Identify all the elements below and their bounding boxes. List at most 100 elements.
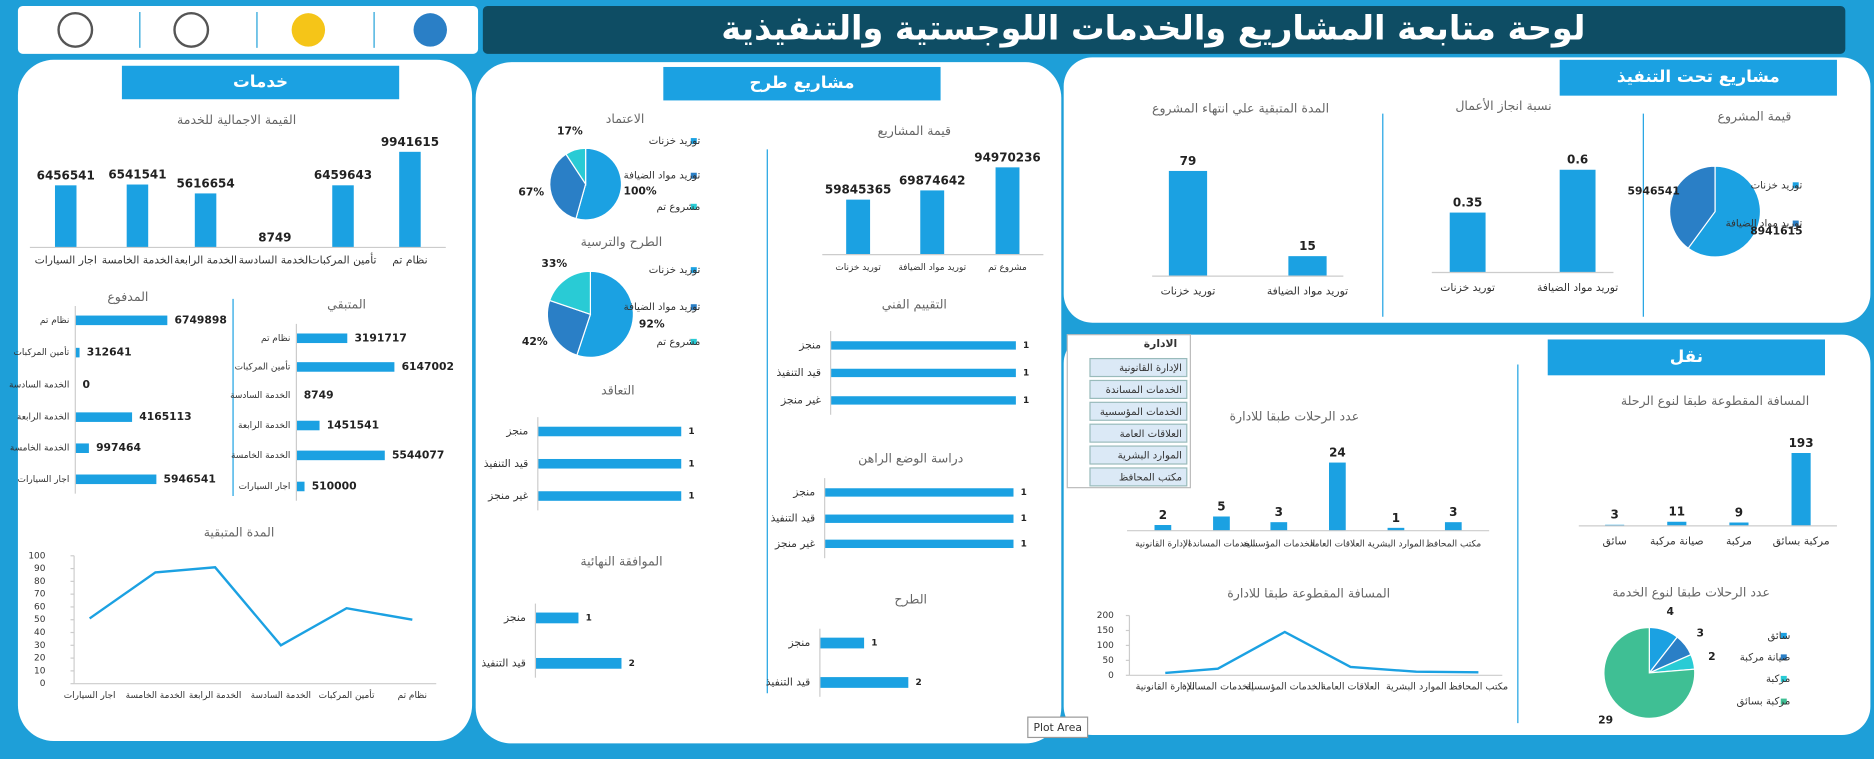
- panel-heading: [1559, 59, 1837, 96]
- slicer-button[interactable]: [1089, 445, 1188, 465]
- y-tick-label: 100: [28, 551, 45, 561]
- bar: [332, 185, 354, 248]
- chart-title: المسافة المقطوعة طبقا للادارة: [1227, 586, 1390, 602]
- chart-title: المسافة المقطوعة طبقا لنوع الرحلة: [1621, 393, 1809, 409]
- bar: [830, 368, 1016, 378]
- bar: [194, 193, 217, 248]
- data-label: 1: [871, 639, 877, 649]
- bar: [75, 474, 157, 485]
- data-label: 94970236: [974, 150, 1040, 164]
- slicer-button[interactable]: [1089, 467, 1188, 487]
- data-label: 4165113: [139, 410, 191, 423]
- y-tick-label: الخدمة السادسة: [9, 380, 69, 390]
- legend-swatch: [690, 172, 697, 179]
- x-tick-label: مركبة: [1726, 534, 1752, 547]
- pie-slice: [1687, 165, 1762, 258]
- bar: [1387, 527, 1405, 531]
- bar: [1168, 170, 1208, 277]
- y-tick-label: قيد التنفيذ: [766, 675, 811, 688]
- slicer-button[interactable]: [1089, 357, 1188, 378]
- data-label: 2: [1708, 650, 1715, 663]
- y-tick-label: منجز: [787, 636, 810, 649]
- x-tick-label: توريد مواد الضيافة: [1537, 281, 1618, 294]
- slicer-item[interactable]: العلاقات العامة: [1120, 429, 1182, 440]
- chart-title: عدد الرحلات طبقا لنوع الخدمة: [1612, 584, 1770, 600]
- data-label: 1: [1392, 511, 1400, 525]
- bar: [75, 412, 133, 422]
- y-tick-label: 10: [34, 666, 46, 676]
- data-label: 9941615: [381, 135, 439, 149]
- panel-heading: [663, 66, 941, 101]
- legend-swatch: [690, 304, 697, 311]
- data-label: 6456541: [37, 168, 95, 182]
- y-tick-label: قيد التنفيذ: [484, 457, 529, 470]
- bar: [296, 481, 305, 492]
- chart-title: قيمة المشروع: [1718, 109, 1792, 125]
- panel: [1063, 57, 1871, 323]
- bar: [1213, 516, 1230, 531]
- bar: [296, 450, 385, 461]
- bar: [1444, 522, 1462, 531]
- data-label: 5544077: [392, 448, 444, 461]
- y-tick-label: 70: [34, 590, 46, 600]
- y-tick-label: قيد التنفيذ: [771, 512, 816, 525]
- x-tick-label: الخدمات المؤسسية: [1243, 539, 1316, 549]
- bar: [399, 151, 421, 248]
- x-tick-label: العلاقات العامة: [1310, 539, 1365, 549]
- tooltip-text: Plot Area: [1033, 721, 1081, 734]
- data-label: 0: [82, 378, 89, 391]
- title-bar: [482, 6, 1846, 54]
- data-label: 1: [688, 492, 694, 502]
- dashboard-title: لوحة متابعة المشاريع والخدمات اللوجستية …: [721, 8, 1585, 48]
- slicer-button[interactable]: [1089, 379, 1188, 399]
- y-tick-label: نظام تم: [40, 316, 69, 326]
- chart-title: الاعتماد: [606, 111, 645, 126]
- data-label: 1451541: [327, 419, 379, 432]
- data-label: 2: [915, 678, 921, 688]
- x-tick-label: مركبة بسائق: [1773, 534, 1830, 547]
- bar: [296, 333, 348, 344]
- pie-slice: [549, 153, 587, 220]
- data-label: 4: [1667, 605, 1674, 618]
- legend-label: مشروع تم: [657, 202, 701, 213]
- data-label: 1: [586, 613, 592, 623]
- x-tick-label: نظام تم: [398, 691, 427, 701]
- data-label: 69874642: [899, 173, 965, 187]
- data-label: 67%: [518, 186, 544, 199]
- legend-label: سائق: [1767, 631, 1790, 642]
- slicer-button[interactable]: [1089, 401, 1188, 421]
- x-tick-label: اجار السيارات: [35, 254, 97, 267]
- slicer-item[interactable]: مكتب المحافظ: [1119, 473, 1182, 484]
- legend-swatch: [1792, 182, 1799, 189]
- y-tick-label: تأمين المركبات: [235, 360, 291, 372]
- data-label: 79: [1180, 154, 1197, 168]
- slicer-item[interactable]: الخدمات المساندة: [1106, 385, 1182, 396]
- panel-heading: [121, 65, 400, 100]
- chart-title: القيمة الاجمالية للخدمة: [177, 112, 296, 127]
- x-tick-label: الخدمة السادسة: [251, 691, 311, 701]
- panel-heading-text: خدمات: [233, 71, 288, 91]
- pie-slice: [548, 270, 592, 316]
- data-label: 2: [1159, 508, 1167, 522]
- x-tick-label: مشروع تم: [988, 263, 1027, 273]
- legend-swatch: [1780, 675, 1787, 682]
- y-tick-label: غير منجز: [780, 393, 821, 406]
- pie-slice: [1603, 626, 1696, 719]
- chart-title: التقييم الفني: [882, 296, 947, 312]
- x-tick-label: الخدمة الرابعة: [174, 254, 237, 267]
- bar: [75, 347, 80, 358]
- bar: [296, 420, 320, 431]
- y-tick-label: الخدمة الرابعة: [238, 421, 290, 431]
- y-tick-label: منجز: [798, 338, 821, 351]
- data-label: 17%: [557, 124, 583, 137]
- data-label: 11: [1668, 505, 1685, 519]
- y-tick-label: الخدمة الخامسة: [10, 444, 69, 454]
- bar: [819, 677, 909, 688]
- slicer-item[interactable]: الإدارة القانونية: [1119, 363, 1182, 374]
- slicer-item[interactable]: الموارد البشرية: [1118, 451, 1182, 462]
- slicer-item[interactable]: الخدمات المؤسسية: [1100, 407, 1182, 418]
- x-tick-label: مكتب المحافظ: [1425, 539, 1481, 549]
- legend-label: توريد خزنات: [1751, 180, 1803, 191]
- slicer-button[interactable]: [1089, 423, 1188, 443]
- bar: [846, 199, 871, 255]
